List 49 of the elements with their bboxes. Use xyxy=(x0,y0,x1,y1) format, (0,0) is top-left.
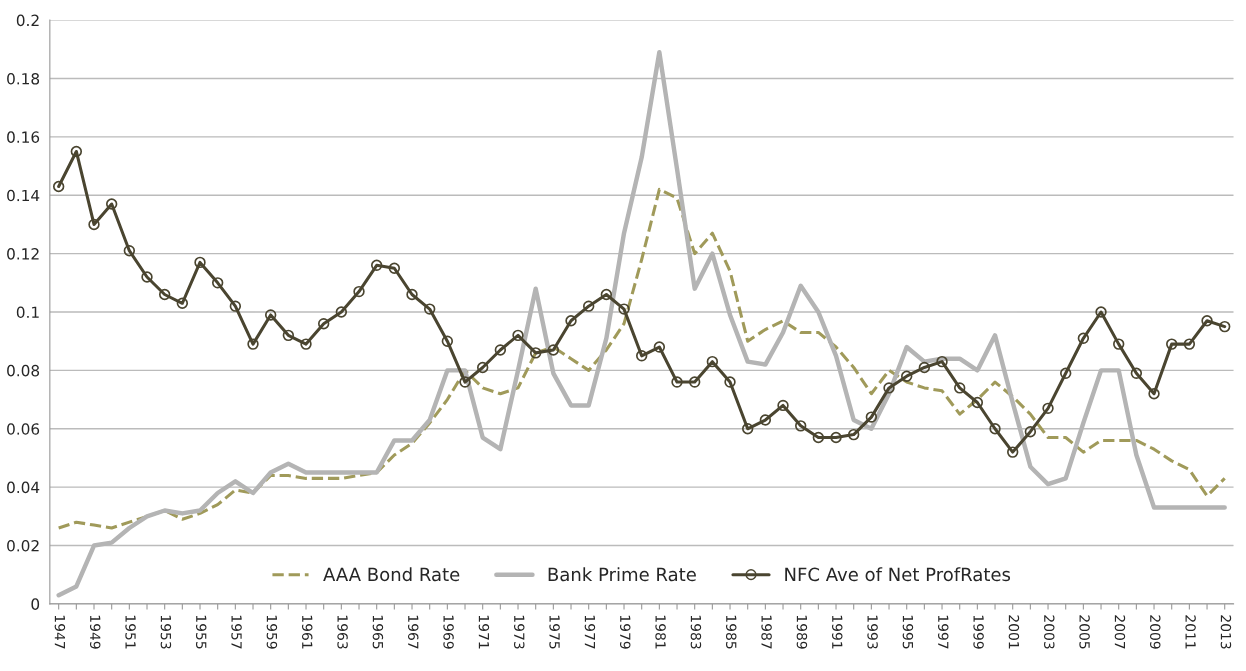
y-tick-label: 0.04 xyxy=(7,481,40,494)
x-tick-label: 2013 xyxy=(1220,615,1232,649)
y-tick-label: 0.02 xyxy=(7,539,39,552)
x-tick-label: 1957 xyxy=(231,615,242,649)
x-tick-label: 1963 xyxy=(337,615,348,649)
x-tick-label: 1993 xyxy=(867,615,878,649)
x-tick-label: 2007 xyxy=(1114,615,1126,649)
x-tick-label: 1997 xyxy=(938,615,949,649)
line-series xyxy=(57,187,1227,530)
x-tick-label: 1961 xyxy=(301,615,313,649)
x-tick-label: 1985 xyxy=(726,615,737,649)
y-tick-label: 0 xyxy=(31,598,40,610)
x-tick-label: 2011 xyxy=(1185,615,1196,649)
x-tick-label: 1951 xyxy=(125,615,136,649)
y-tick-label: 0.2 xyxy=(16,14,39,27)
legend-label: NFC Ave of Net ProfRates xyxy=(785,567,1011,582)
x-tick-label: 1991 xyxy=(832,615,843,649)
x-tick-label: 1979 xyxy=(619,615,631,649)
y-tick-label: 0.16 xyxy=(7,131,40,143)
x-tick-label: 1981 xyxy=(655,615,666,649)
x-tick-label: 1983 xyxy=(690,615,702,649)
x-tick-label: 1949 xyxy=(89,615,101,649)
x-tick-label: 1965 xyxy=(372,615,384,649)
y-tick-label: 0.18 xyxy=(7,72,40,85)
x-tick-label: 2009 xyxy=(1150,615,1161,649)
x-tick-label: 1947 xyxy=(54,615,66,649)
x-tick-label: 1999 xyxy=(973,615,984,649)
x-tick-label: 2003 xyxy=(1044,615,1055,649)
legend-label: Bank Prime Rate xyxy=(548,567,696,582)
x-tick-label: 1955 xyxy=(195,615,207,649)
y-tick-label: 0.12 xyxy=(7,248,39,260)
x-tick-label: 1987 xyxy=(761,615,772,649)
y-tick-label: 0.08 xyxy=(7,364,40,377)
x-tick-label: 1969 xyxy=(443,615,454,649)
y-tick-label: 0.06 xyxy=(7,423,40,435)
x-tick-label: 1975 xyxy=(549,615,560,649)
x-tick-label: 2005 xyxy=(1079,615,1090,649)
x-tick-label: 1953 xyxy=(160,615,172,649)
x-tick-label: 1989 xyxy=(796,615,808,649)
x-tick-label: 1959 xyxy=(266,615,278,649)
x-tick-label: 1995 xyxy=(902,615,914,649)
x-tick-label: 1971 xyxy=(478,615,490,649)
x-tick-label: 2001 xyxy=(1008,615,1020,649)
x-tick-label: 1973 xyxy=(513,615,525,649)
x-tick-label: 1977 xyxy=(584,615,596,649)
legend-label: AAA Bond Rate xyxy=(323,567,460,582)
y-tick-label: 0.14 xyxy=(7,189,40,202)
x-tick-label: 1967 xyxy=(407,615,419,649)
y-tick-label: 0.1 xyxy=(16,306,39,319)
